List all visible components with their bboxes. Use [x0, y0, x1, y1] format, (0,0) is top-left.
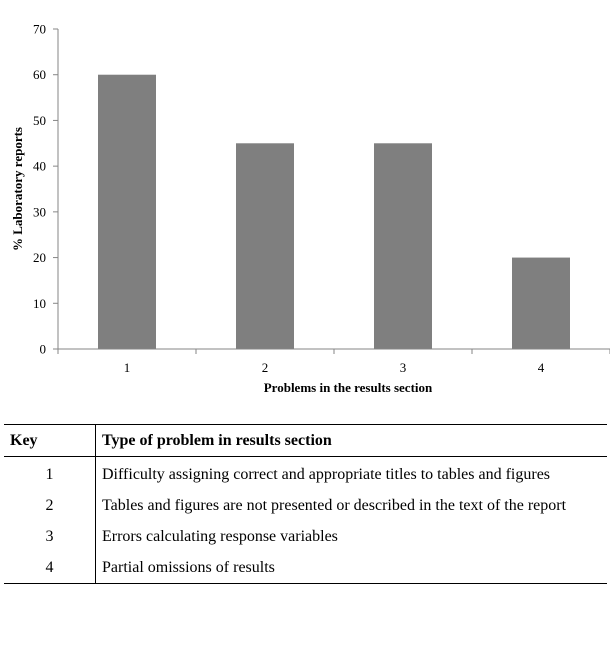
bar-chart: 0 10 20 30 40 50 60 70 1 2 3 4 Problems in the res…	[10, 22, 610, 395]
key-number: 2	[4, 490, 96, 521]
y-tick-label: 0	[40, 342, 47, 357]
y-axis-title: % Laboratory reports	[10, 127, 25, 251]
key-table: Key Type of problem in results section 1…	[4, 424, 607, 584]
key-table-row: 1 Difficulty assigning correct and appro…	[4, 456, 607, 490]
y-tick-label: 40	[33, 159, 46, 174]
y-tick-label: 60	[33, 67, 46, 82]
key-number: 4	[4, 552, 96, 584]
x-tick-label: 3	[400, 360, 407, 375]
x-tick-label: 1	[124, 360, 131, 375]
bar	[374, 143, 432, 349]
bar	[236, 143, 294, 349]
problem-description: Partial omissions of results	[95, 552, 607, 584]
bars	[98, 74, 570, 349]
y-tick-label: 50	[33, 113, 46, 128]
bar	[98, 74, 156, 349]
type-column-header: Type of problem in results section	[95, 424, 607, 457]
x-tick-label: 4	[538, 360, 545, 375]
y-tick-label: 30	[33, 204, 46, 219]
key-table-row: 4 Partial omissions of results	[4, 552, 607, 584]
problem-description: Tables and figures are not presented or …	[102, 497, 567, 514]
bar	[512, 257, 570, 349]
key-number: 3	[4, 521, 96, 552]
key-column-header: Key	[4, 424, 96, 457]
key-table-row: 2 Tables and figures are not presented o…	[4, 490, 607, 521]
problem-description: Difficulty assigning correct and appropr…	[102, 466, 551, 483]
problem-description: Errors calculating response variables	[102, 528, 338, 545]
y-tick-label: 10	[33, 296, 46, 311]
key-table-header-row: Key Type of problem in results section	[4, 424, 607, 457]
key-table-row: 3 Errors calculating response variables	[4, 521, 607, 552]
x-axis: 1 2 3 4	[57, 348, 610, 375]
y-axis: 0 10 20 30 40 50 60 70	[33, 22, 59, 357]
y-tick-label: 70	[33, 22, 46, 37]
key-number: 1	[4, 456, 96, 490]
x-tick-label: 2	[262, 360, 269, 375]
y-tick-label: 20	[33, 250, 46, 265]
x-axis-title: Problems in the results section	[264, 380, 433, 395]
